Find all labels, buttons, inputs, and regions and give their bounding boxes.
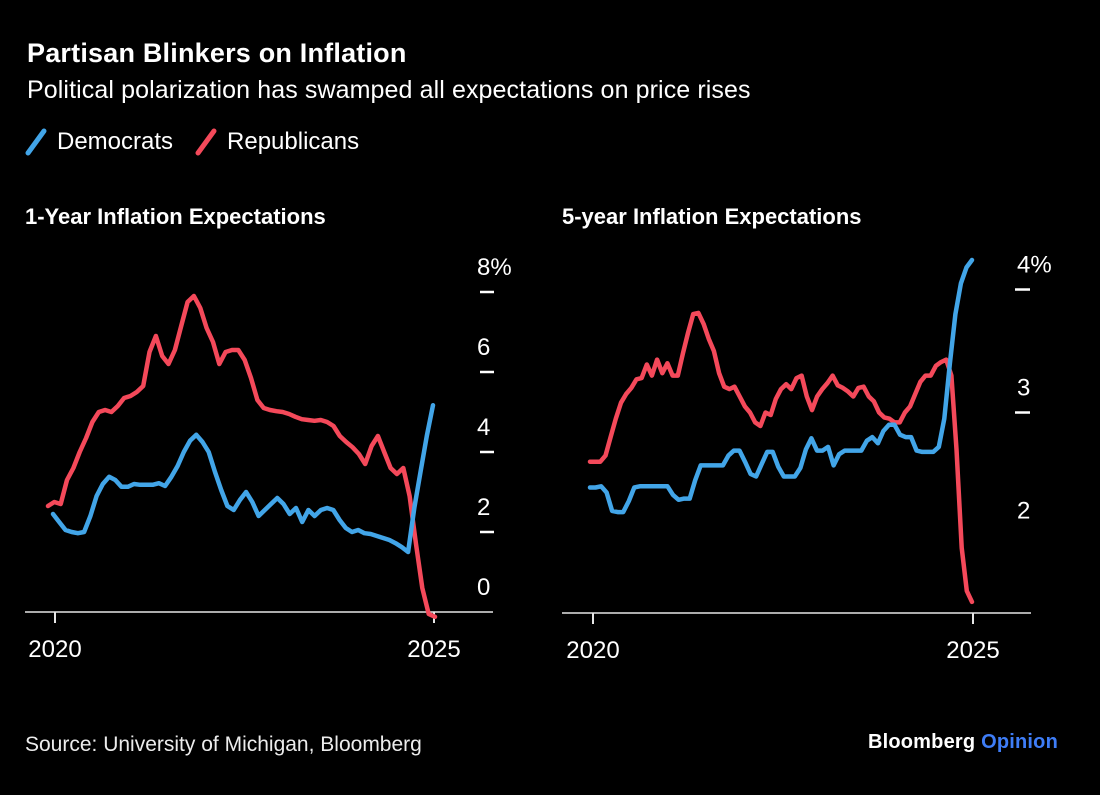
chart-title-1-year: 1-Year Inflation Expectations xyxy=(25,204,326,229)
y-axis-label: 2 xyxy=(477,494,490,521)
brand-name: Bloomberg xyxy=(867,731,976,753)
y-axis-label: 0 xyxy=(477,574,490,601)
x-axis-label: 2020 xyxy=(28,636,81,663)
series-line-democrats xyxy=(587,257,975,515)
legend-label-republicans: Republicans xyxy=(227,128,360,155)
brand-section: Opinion xyxy=(981,731,1058,753)
democrats-line-swatch-icon xyxy=(25,128,47,156)
page-subtitle: Political polarization has swamped all e… xyxy=(27,76,751,104)
series-line-democrats xyxy=(50,402,436,555)
republicans-line-swatch-icon xyxy=(195,128,217,156)
page-title: Partisan Blinkers on Inflation xyxy=(27,38,407,68)
y-axis-label: 3 xyxy=(1017,375,1030,402)
legend-label-democrats: Democrats xyxy=(57,128,174,155)
x-axis-label: 2020 xyxy=(566,637,619,664)
legend-item-republicans: Republicans xyxy=(195,128,359,156)
x-axis-label: 2025 xyxy=(946,637,999,664)
y-axis-label: 4% xyxy=(1017,252,1052,279)
chart-title-5-year: 5-year Inflation Expectations xyxy=(562,204,862,229)
series-line-republicans xyxy=(45,293,438,620)
x-axis-label: 2025 xyxy=(407,636,460,663)
y-axis-label: 4 xyxy=(477,414,490,441)
legend: Democrats Republicans xyxy=(25,128,359,156)
legend-item-democrats: Democrats xyxy=(25,128,173,156)
y-axis-label: 2 xyxy=(1017,498,1030,525)
chart-5-year-plot: 2020 2025 4% 3 2 xyxy=(562,252,1052,664)
bloomberg-opinion-logo: Bloomberg Opinion xyxy=(868,731,1058,754)
series-line-republicans xyxy=(587,310,975,605)
source-note: Source: University of Michigan, Bloomber… xyxy=(25,733,422,756)
chart-1-year-plot: 2020 2025 8% 6 4 2 0 xyxy=(25,254,512,663)
y-axis-label: 6 xyxy=(477,334,490,361)
y-axis-label: 8% xyxy=(477,254,512,281)
